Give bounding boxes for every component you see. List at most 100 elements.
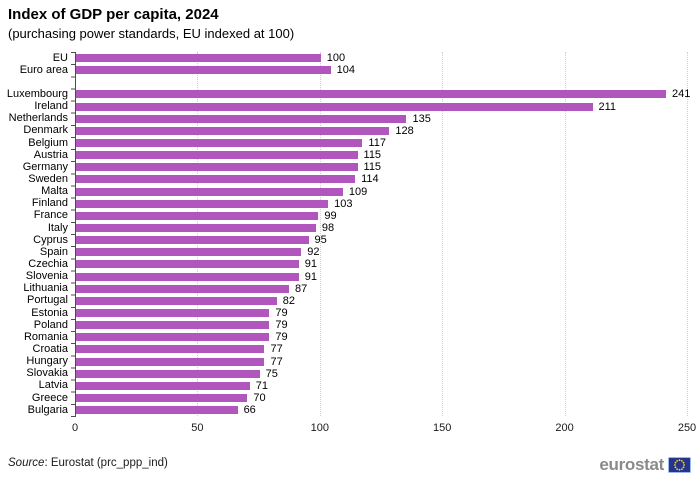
bar — [76, 321, 270, 330]
x-tick-label: 100 — [310, 422, 329, 434]
category-label: Romania — [23, 330, 68, 343]
plot-area: EU 100 Euro area 104 Luxembourg 241 Ireland 211… — [0, 52, 696, 434]
bar-area: 99 — [75, 210, 687, 222]
bar-area: 79 — [75, 319, 687, 331]
category-label: Lithuania — [23, 282, 68, 295]
value-label: 77 — [270, 343, 283, 356]
value-label: 66 — [243, 404, 256, 417]
bar — [76, 248, 302, 257]
bar — [76, 66, 331, 75]
value-label: 109 — [348, 185, 368, 198]
bar-area: 77 — [75, 343, 687, 355]
source-text: : Eurostat (prc_ppp_ind) — [44, 457, 168, 469]
x-tick-label: 150 — [433, 422, 452, 434]
category-label: Euro area — [19, 63, 68, 76]
value-label: 92 — [307, 246, 320, 259]
category-label: Slovakia — [26, 367, 68, 380]
eu-flag-stars — [674, 459, 685, 471]
value-label: 77 — [270, 355, 283, 368]
bar — [76, 139, 363, 148]
bar-area: 87 — [75, 283, 687, 295]
bar — [76, 54, 321, 63]
y-axis-line — [75, 52, 76, 417]
category-label: Croatia — [32, 342, 68, 355]
value-label: 79 — [275, 307, 288, 320]
bar — [76, 406, 238, 415]
category-label: Bulgaria — [27, 403, 68, 416]
x-tick-label: 50 — [191, 422, 204, 434]
category-label: Luxembourg — [6, 87, 68, 100]
value-label: 91 — [304, 258, 318, 271]
value-label: 211 — [598, 100, 617, 113]
bar — [76, 345, 265, 354]
bar — [76, 260, 299, 269]
page-subtitle: (purchasing power standards, EU indexed … — [8, 26, 295, 41]
chart-row: Hungary 77 — [0, 356, 687, 368]
chart-row: Romania 79 — [0, 331, 687, 343]
category-label: Denmark — [23, 124, 68, 137]
x-axis-labels: 0 50 100 150 200 250 — [71, 422, 696, 438]
bar — [76, 333, 270, 342]
bar — [76, 114, 407, 123]
chart-row: Estonia 79 — [0, 307, 687, 319]
value-label: 91 — [304, 270, 318, 283]
bar-area: 92 — [75, 246, 687, 258]
bar — [76, 175, 356, 184]
value-label: 87 — [294, 282, 308, 295]
category-label: Cyprus — [33, 233, 68, 246]
value-label: 70 — [253, 392, 266, 404]
value-label: 99 — [324, 209, 337, 222]
source-label: Source — [8, 457, 45, 469]
category-label: Italy — [47, 221, 68, 234]
bar — [76, 151, 358, 160]
chart-row: Austria 115 — [0, 149, 687, 161]
category-label: France — [33, 209, 68, 222]
value-label: 75 — [265, 367, 278, 380]
category-label: Ireland — [34, 100, 68, 113]
bar-area: 109 — [75, 186, 687, 198]
category-label: Netherlands — [8, 112, 68, 125]
bar-area: 71 — [75, 380, 687, 392]
chart-rows: EU 100 Euro area 104 Luxembourg 241 Ireland 211… — [0, 52, 690, 417]
eurostat-wordmark: eurostat — [599, 455, 664, 474]
value-label: 71 — [255, 379, 269, 392]
gridline — [319, 52, 321, 416]
chart-row: Netherlands 135 — [0, 113, 687, 125]
gridline — [687, 52, 688, 416]
chart-row: EU 100 — [0, 52, 687, 64]
bar — [76, 236, 309, 245]
category-label: Finland — [31, 197, 68, 210]
bar-area: 79 — [75, 307, 687, 319]
category-label: Czechia — [28, 257, 68, 270]
category-label: Spain — [39, 245, 68, 258]
chart-row: Belgium 117 — [0, 137, 687, 149]
bar-area: 100 — [75, 52, 687, 64]
bar-area: 117 — [75, 137, 687, 149]
value-label: 115 — [363, 149, 382, 162]
chart-row: Greece 70 — [0, 392, 687, 404]
category-label: Austria — [33, 148, 68, 161]
bar-area: 211 — [75, 101, 687, 113]
bar-area: 115 — [75, 149, 687, 161]
chart-row: Sweden 114 — [0, 173, 687, 185]
bar-area: 70 — [75, 392, 687, 404]
gridline — [564, 52, 566, 416]
value-label: 104 — [336, 64, 355, 77]
category-label: Latvia — [38, 379, 68, 392]
x-tick-label: 200 — [555, 422, 574, 434]
bar-area: 91 — [75, 258, 687, 270]
value-label: 98 — [321, 222, 335, 235]
category-label: Portugal — [27, 294, 68, 307]
y-axis-ticks — [71, 52, 75, 417]
value-label: 79 — [275, 319, 288, 332]
category-label: Estonia — [31, 306, 68, 319]
x-tick-label: 0 — [71, 422, 79, 434]
bar-area: 104 — [75, 64, 687, 76]
bar-area: 241 — [75, 88, 690, 100]
gridline — [442, 52, 444, 416]
bar — [76, 90, 666, 99]
value-label: 114 — [361, 173, 379, 186]
category-label: Malta — [41, 185, 68, 198]
bar-area: 98 — [75, 222, 687, 234]
